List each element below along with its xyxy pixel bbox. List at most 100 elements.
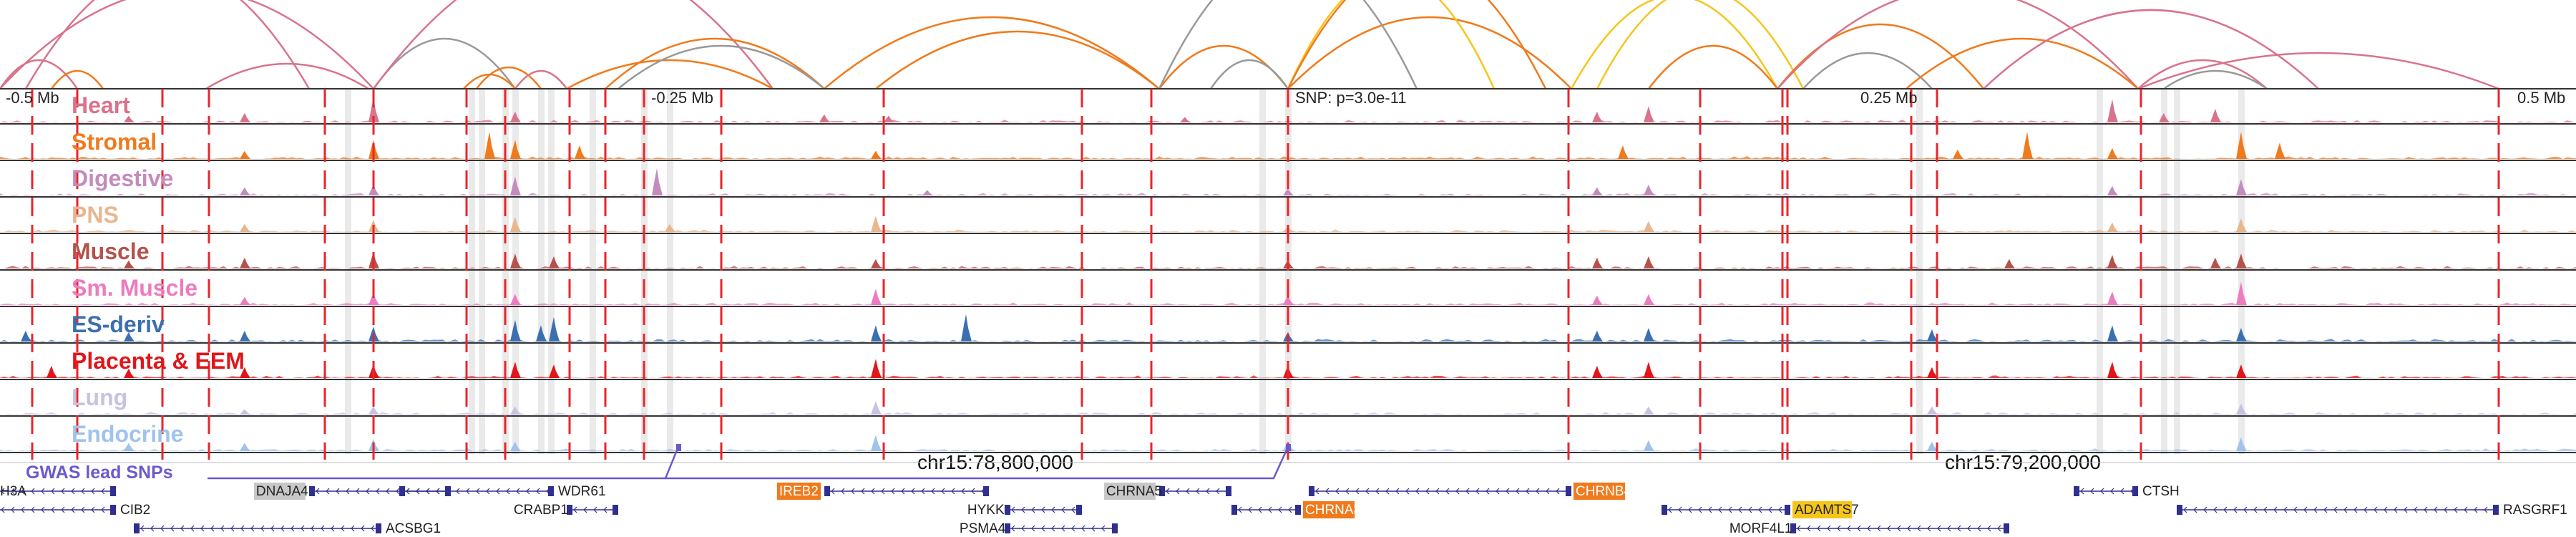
strand-arrow [456, 488, 460, 495]
snp-label: SNP: p=3.0e-11 [1295, 89, 1407, 107]
strand-arrow [51, 506, 55, 513]
strand-arrow [51, 488, 55, 495]
scale-label-plus-0-25: 0.25 Mb [1860, 89, 1918, 107]
gene-psma4[interactable]: PSMA4 [960, 521, 1118, 536]
exon [1231, 505, 1237, 515]
gene-wdr61[interactable]: WDR61 [399, 484, 606, 499]
strand-arrow [220, 525, 225, 532]
gene-annotation-panel: chr15:78,800,000 chr15:79,200,000 GWAS l… [0, 444, 2576, 483]
signal-peak [1927, 406, 1938, 415]
strand-arrow [31, 506, 35, 513]
exon [613, 505, 618, 515]
strand-arrow [2223, 506, 2228, 513]
strand-arrow [2293, 506, 2298, 513]
gene-hykk[interactable]: HYKK [967, 503, 1082, 518]
signal-peak [2107, 147, 2118, 159]
strand-arrow [1927, 525, 1931, 532]
strand-arrow [416, 488, 420, 495]
strand-arrow [516, 488, 520, 495]
strand-arrow [2303, 506, 2308, 513]
signal-peak [124, 115, 135, 122]
gene-cib2[interactable]: CIB2 [0, 503, 150, 518]
strand-arrow [1526, 488, 1530, 495]
strand-arrow [1206, 488, 1210, 495]
strand-arrow [260, 525, 265, 532]
track-noise [0, 412, 2576, 415]
strand-arrow [1847, 525, 1851, 532]
strand-arrow [1728, 506, 1732, 513]
strand-arrow [1186, 488, 1190, 495]
signal-peak [510, 140, 521, 159]
strand-arrow [1887, 525, 1891, 532]
gene-label: RASGRF1 [2503, 503, 2567, 518]
exon [2132, 486, 2138, 496]
strand-arrow [61, 488, 65, 495]
gene-chrnb4[interactable]: CHRNB4 [1309, 483, 1632, 500]
strand-arrow [140, 525, 145, 532]
gene-highlight [253, 483, 306, 500]
strand-arrow [316, 488, 320, 495]
gwas-lead-snps-label: GWAS lead SNPs [26, 463, 173, 483]
interaction-arcs [0, 0, 2499, 90]
interaction-arc [463, 73, 516, 90]
gene-ireb2[interactable]: IREB2 [776, 483, 989, 500]
strand-arrow [1021, 506, 1025, 513]
strand-arrow [41, 506, 45, 513]
signal-peak [2236, 437, 2247, 451]
strand-arrow [71, 506, 75, 513]
signal-peak [1592, 111, 1603, 122]
gene-chrna5[interactable]: CHRNA5 [1103, 483, 1231, 500]
strand-arrow [2424, 506, 2428, 513]
highlight-band [538, 89, 545, 454]
strand-arrow [1485, 488, 1490, 495]
gene-rasgrf1[interactable]: RASGRF1 [2177, 503, 2567, 518]
strand-arrow [2404, 506, 2408, 513]
interaction-arc [1287, 0, 1547, 90]
strand-arrow [11, 488, 15, 495]
signal-peak [1644, 184, 1654, 195]
strand-arrow [351, 525, 355, 532]
signal-peak [2107, 222, 2118, 232]
strand-arrow [1718, 506, 1722, 513]
gene-ctsh[interactable]: CTSH [2074, 484, 2180, 499]
track-label: Digestive [72, 165, 173, 191]
strand-arrow [1031, 525, 1035, 532]
signal-peak [871, 150, 882, 159]
strand-arrow [301, 525, 305, 532]
gene-acsbg1[interactable]: ACSBG1 [134, 521, 441, 536]
signal-peak [1644, 406, 1654, 415]
strand-arrow [2454, 506, 2458, 513]
strand-arrow [11, 506, 15, 513]
strand-arrow [1496, 488, 1500, 495]
strand-arrow [190, 525, 195, 532]
signal-peak [1644, 328, 1654, 342]
strand-arrow [1857, 525, 1861, 532]
gene-h3a[interactable]: H3A [0, 484, 116, 499]
strand-arrow [2243, 506, 2248, 513]
signal-peak [549, 316, 560, 342]
gene-adamts7[interactable]: ADAMTS7 [1662, 501, 1859, 518]
gene-chrna3[interactable]: CHRNA3 [1231, 501, 1361, 518]
strand-arrow [1708, 506, 1712, 513]
track-label: Placenta & EEM [72, 348, 245, 374]
exon [1226, 486, 1231, 496]
strand-arrow [2333, 506, 2338, 513]
gene-morf4l1[interactable]: MORF4L1 [1729, 521, 2009, 536]
strand-arrow [1556, 488, 1560, 495]
scale-label-minus-0-5: -0.5 Mb [6, 89, 59, 107]
gene-crabp1[interactable]: CRABP1 [514, 503, 618, 518]
highlight-band [469, 89, 475, 454]
strand-arrow [2363, 506, 2368, 513]
gwas-snp-marker [676, 444, 681, 451]
strand-arrow [1465, 488, 1470, 495]
strand-arrow [1778, 506, 1782, 513]
strand-arrow [1997, 525, 2001, 532]
strand-arrow [1166, 488, 1170, 495]
gwas-snp-marker [1286, 444, 1291, 451]
signal-peak [2022, 132, 2033, 159]
signal-peak [510, 111, 521, 122]
interaction-arc [1648, 44, 1778, 90]
strand-arrow [486, 488, 490, 495]
signal-peak [124, 260, 135, 268]
